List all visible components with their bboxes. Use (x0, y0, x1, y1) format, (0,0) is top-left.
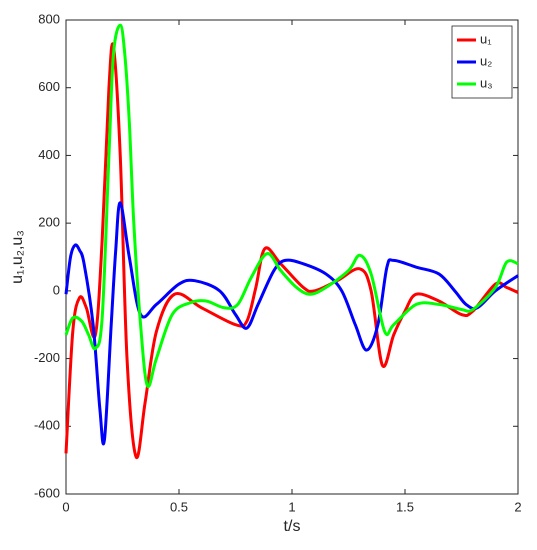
legend-label: u₃ (480, 75, 493, 90)
y-axis-label: u₁,u₂,u₃ (9, 230, 26, 284)
x-tick-label: 1.5 (396, 499, 414, 514)
y-tick-label: -600 (34, 485, 60, 500)
line-series (64, 42, 519, 460)
y-tick-label: 0 (53, 282, 60, 297)
x-tick-label: 0.5 (170, 499, 188, 514)
x-axis-label: t/s (284, 518, 301, 535)
y-tick-label: -400 (34, 418, 60, 433)
line-series (64, 23, 519, 389)
x-tick-label: 1 (288, 499, 295, 514)
x-tick-label: 2 (514, 499, 521, 514)
y-tick-label: 600 (38, 79, 60, 94)
legend-label: u₁ (480, 31, 492, 46)
y-tick-label: 400 (38, 147, 60, 162)
legend-label: u₂ (480, 53, 492, 68)
y-tick-label: 200 (38, 215, 60, 230)
plot-area (65, 19, 519, 495)
y-tick-label: 800 (38, 11, 60, 26)
x-tick-label: 0 (62, 499, 69, 514)
y-tick-label: -200 (34, 350, 60, 365)
line-series (64, 201, 519, 446)
